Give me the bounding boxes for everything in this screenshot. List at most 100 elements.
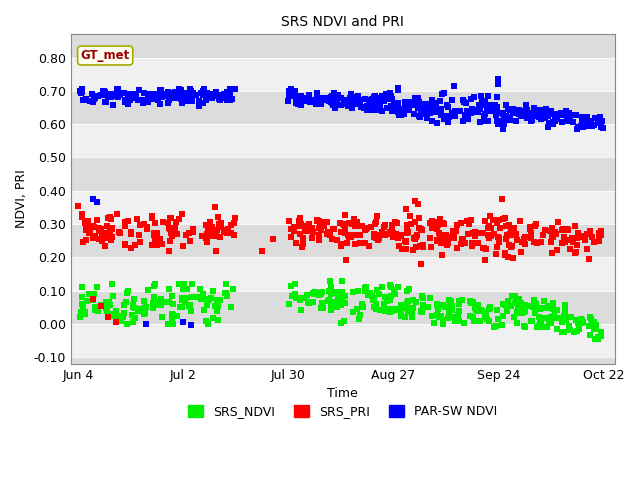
Point xyxy=(387,222,397,229)
Point xyxy=(126,93,136,101)
Point xyxy=(548,233,558,241)
Point xyxy=(145,93,155,100)
Point xyxy=(94,228,104,235)
Point xyxy=(379,300,389,308)
Point xyxy=(518,108,529,116)
Point xyxy=(593,333,603,341)
Point xyxy=(353,95,364,103)
Point xyxy=(598,124,608,132)
Point xyxy=(212,296,222,303)
Point xyxy=(392,84,403,92)
Point xyxy=(579,118,589,126)
Point xyxy=(229,219,239,227)
Point xyxy=(155,236,165,243)
Point xyxy=(590,335,600,343)
Point xyxy=(202,239,212,246)
Point xyxy=(468,299,478,306)
Point xyxy=(175,304,185,312)
Point xyxy=(576,315,586,323)
Point xyxy=(557,328,568,336)
Point xyxy=(516,110,527,118)
Point xyxy=(301,96,311,104)
Point xyxy=(455,107,465,115)
Point xyxy=(350,223,360,230)
Point xyxy=(436,111,447,119)
Point xyxy=(550,117,560,124)
Point xyxy=(169,89,179,97)
Point xyxy=(400,305,410,312)
Point xyxy=(494,239,504,246)
Point xyxy=(201,234,211,241)
Point xyxy=(175,90,186,97)
Point xyxy=(548,300,559,307)
Point xyxy=(413,98,424,106)
Point xyxy=(559,239,570,246)
Point xyxy=(372,286,383,294)
Point xyxy=(212,226,223,234)
Point xyxy=(292,96,302,104)
Point xyxy=(186,95,196,103)
Point xyxy=(95,302,106,310)
Point xyxy=(502,297,513,305)
Point xyxy=(109,90,119,98)
Point xyxy=(392,87,403,95)
Point xyxy=(286,233,296,241)
Point xyxy=(441,112,451,120)
Point xyxy=(458,117,468,124)
Point xyxy=(519,308,529,316)
Bar xyxy=(71,257,614,290)
Point xyxy=(476,92,486,99)
Point xyxy=(326,306,336,314)
Point xyxy=(171,218,181,226)
Point xyxy=(469,317,479,325)
Point xyxy=(81,226,91,234)
Point xyxy=(520,240,530,248)
Point xyxy=(452,221,462,228)
Point xyxy=(129,95,139,102)
Point xyxy=(360,95,371,103)
Point xyxy=(375,103,385,110)
Point xyxy=(141,321,151,328)
Point xyxy=(105,230,115,238)
Point xyxy=(97,237,108,244)
Point xyxy=(360,225,371,233)
Point xyxy=(283,97,293,105)
Point xyxy=(401,221,412,229)
Point xyxy=(166,310,177,318)
Point xyxy=(88,223,98,230)
Point xyxy=(324,296,334,303)
Point xyxy=(88,290,99,298)
Point xyxy=(287,292,298,300)
Point xyxy=(296,101,307,109)
Point xyxy=(192,294,202,301)
Point xyxy=(497,321,508,329)
Point xyxy=(572,327,582,335)
Point xyxy=(508,242,518,250)
Point xyxy=(371,218,381,226)
Point xyxy=(289,280,300,288)
Point xyxy=(526,118,536,125)
Point xyxy=(111,310,122,318)
Point xyxy=(584,323,595,330)
Point xyxy=(477,98,488,106)
Point xyxy=(550,228,560,236)
Point xyxy=(335,242,346,250)
Point xyxy=(473,239,483,247)
Point xyxy=(174,216,184,223)
Point xyxy=(329,226,339,233)
Point xyxy=(131,94,141,101)
Point xyxy=(285,225,296,232)
Point xyxy=(453,312,463,319)
Point xyxy=(388,306,399,314)
Point xyxy=(324,287,334,295)
Point xyxy=(344,94,355,102)
Point xyxy=(291,239,301,247)
Point xyxy=(324,97,335,105)
Point xyxy=(411,233,421,241)
Point xyxy=(205,225,216,233)
Point xyxy=(149,293,159,301)
Point xyxy=(337,220,348,228)
Point xyxy=(561,107,572,114)
Point xyxy=(509,312,519,320)
Point xyxy=(573,123,584,131)
